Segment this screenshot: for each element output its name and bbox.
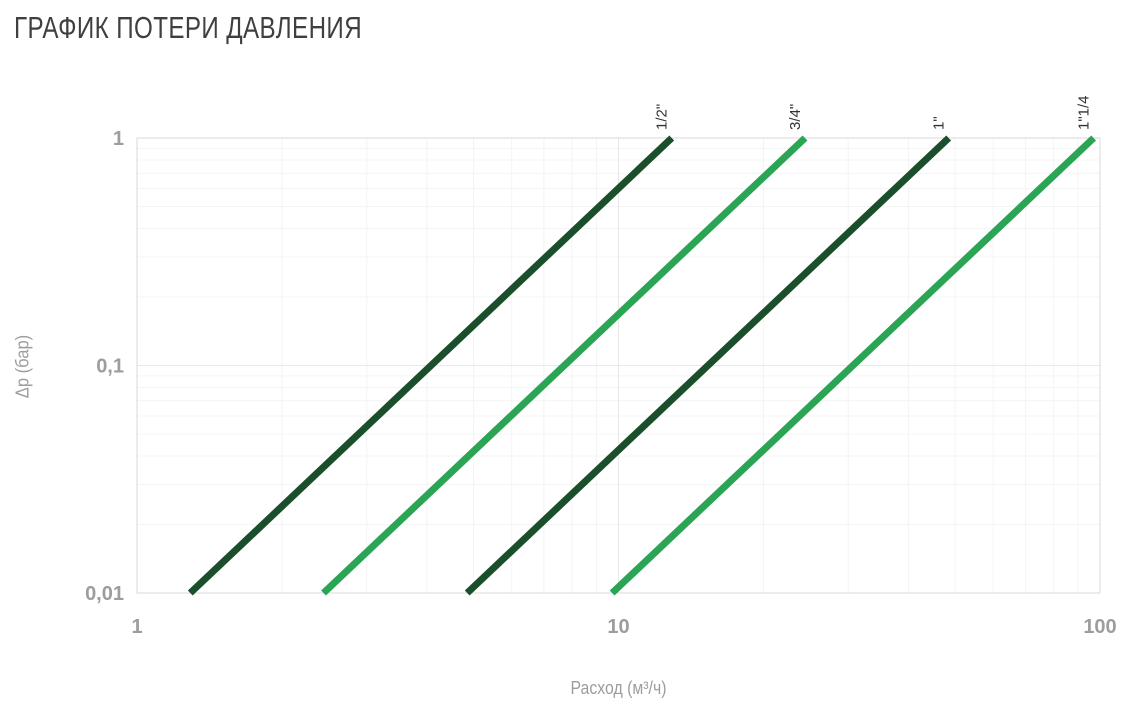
series-line-2 [464,135,952,596]
x-axis-title: Расход (м³/ч) [570,678,667,698]
series-line-1 [321,135,808,596]
y-tick-label-1: 0,1 [96,356,124,378]
x-tick-label-0: 1 [131,616,142,638]
x-tick-label-2: 100 [1083,616,1116,638]
x-tick-label-1: 10 [607,616,629,638]
series-line-3 [609,135,1097,596]
y-tick-label-0: 1 [113,128,124,150]
series-line-0 [187,135,675,596]
series-label-2: 1" [931,116,948,130]
series-label-3: 1"1/4 [1076,95,1093,130]
y-tick-label-2: 0,01 [85,583,124,605]
y-axis-title: Δp (бар) [12,334,33,399]
plot-border [136,137,1101,594]
series-label-1: 3/4" [787,104,804,130]
series-label-0: 1/2" [654,104,671,130]
chart-title: ГРАФИК ПОТЕРИ ДАВЛЕНИЯ [14,10,363,45]
